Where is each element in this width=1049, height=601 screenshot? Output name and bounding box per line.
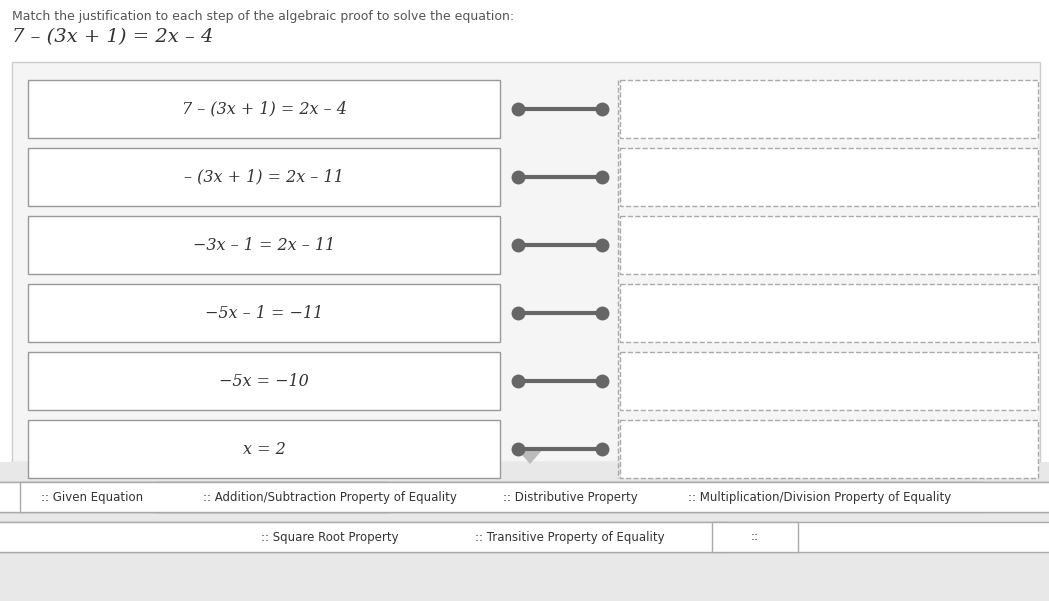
Bar — [28, 420, 500, 478]
Text: :: Transitive Property of Equality: :: Transitive Property of Equality — [475, 531, 665, 543]
Text: – (3x + 1) = 2x – 11: – (3x + 1) = 2x – 11 — [185, 168, 344, 186]
Text: :: Distributive Property: :: Distributive Property — [502, 490, 638, 504]
Bar — [620, 80, 1039, 138]
Bar — [28, 352, 500, 410]
Bar — [620, 148, 1039, 206]
Bar — [0, 462, 1049, 601]
Text: x = 2: x = 2 — [242, 441, 285, 457]
Text: Match the justification to each step of the algebraic proof to solve the equatio: Match the justification to each step of … — [12, 10, 514, 23]
Bar — [0, 482, 387, 512]
Bar — [712, 522, 797, 552]
Bar — [620, 420, 1039, 478]
Bar — [0, 522, 726, 552]
Text: 7 – (3x + 1) = 2x – 4: 7 – (3x + 1) = 2x – 4 — [181, 100, 346, 118]
Bar — [20, 482, 1049, 512]
Text: ::: :: — [751, 531, 759, 543]
Text: :: Multiplication/Division Property of Equality: :: Multiplication/Division Property of E… — [688, 490, 951, 504]
Text: −5x – 1 = −11: −5x – 1 = −11 — [205, 305, 323, 322]
Text: :: Addition/Subtraction Property of Equality: :: Addition/Subtraction Property of Equa… — [204, 490, 457, 504]
Bar — [620, 352, 1039, 410]
Bar — [28, 148, 500, 206]
Bar — [0, 522, 1049, 552]
Bar — [0, 482, 1049, 512]
Bar — [157, 482, 983, 512]
Text: :: Given Equation: :: Given Equation — [41, 490, 143, 504]
Bar — [620, 284, 1039, 342]
Text: :: Square Root Property: :: Square Root Property — [261, 531, 399, 543]
Bar — [28, 80, 500, 138]
Text: −3x – 1 = 2x – 11: −3x – 1 = 2x – 11 — [193, 237, 335, 254]
Text: 7 – (3x + 1) = 2x – 4: 7 – (3x + 1) = 2x – 4 — [12, 28, 213, 46]
Bar — [28, 284, 500, 342]
Bar — [12, 62, 1040, 462]
Bar — [620, 216, 1039, 274]
Polygon shape — [516, 448, 544, 464]
Text: −5x = −10: −5x = −10 — [219, 373, 308, 389]
Bar — [28, 216, 500, 274]
